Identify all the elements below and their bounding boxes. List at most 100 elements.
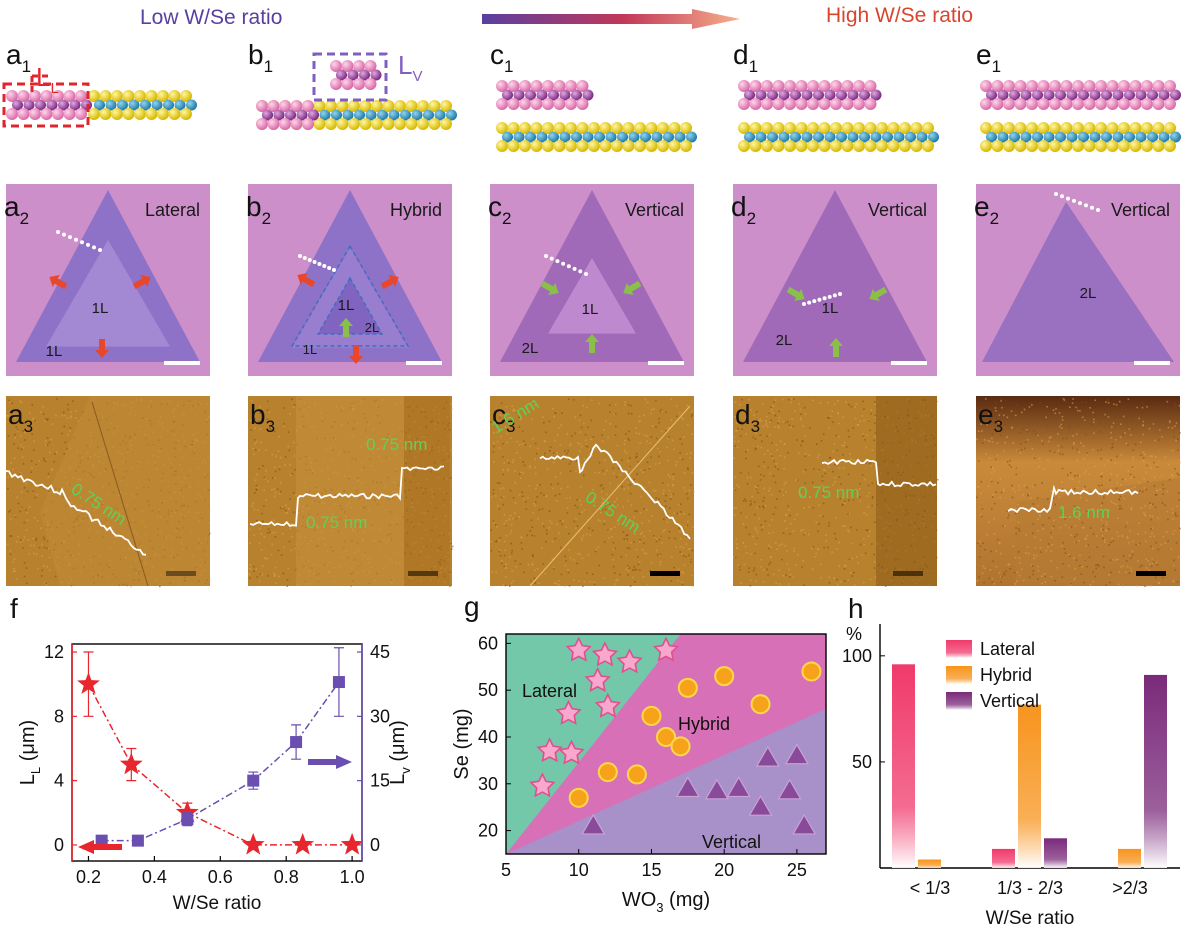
header: Low W/Se ratio High W/Se ratio (0, 0, 1188, 34)
optical-c2-type: Vertical (625, 200, 684, 220)
chart-g-xtick-3: 20 (714, 860, 734, 880)
chart-h-bar-Vertical-2 (1144, 674, 1167, 868)
chart-f-yltick-3: 12 (44, 642, 64, 662)
optical-a2-arrow-right (132, 274, 151, 290)
chart-f-arrow-right (308, 755, 352, 769)
chart-h-xtick-1: 1/3 - 2/3 (997, 878, 1063, 898)
afm-d3-profile (821, 458, 937, 488)
chart-g-xtick-2: 15 (641, 860, 661, 880)
chart-h-ytick-1: 100 (842, 646, 872, 666)
chart-g-point-hybrid-5 (670, 736, 691, 757)
chart-f-xtick-0: 0.2 (76, 867, 101, 887)
chart-g-point-lateral-7 (594, 692, 621, 718)
afm-b3-height-2: 0.75 nm (306, 513, 367, 532)
chart-f-point-L_v-5 (332, 676, 345, 689)
chart-g-xtick-0: 5 (501, 860, 511, 880)
afm-d3-flake (876, 396, 937, 586)
chart-g-point-lateral-4 (565, 636, 592, 662)
optical-c2-arrow-up (585, 334, 599, 353)
chart-g-ytick-0: 20 (478, 821, 498, 841)
schematic-d1-top (738, 80, 882, 110)
chart-g-xlabel: WO3 (mg) (622, 889, 710, 915)
chart-f-ylabel-right: Lv (μm) (387, 720, 413, 785)
optical-d2-type: Vertical (868, 200, 927, 220)
schematic-b1-box (312, 52, 388, 102)
chart-g-point-hybrid-4 (656, 726, 676, 747)
chart-h-bar-Vertical-1 (1044, 838, 1067, 868)
optical-c2-inner-triangle (548, 258, 636, 334)
chart-h-bar-Hybrid-2 (1118, 848, 1141, 868)
afm-b3-height-1: 0.75 nm (366, 435, 427, 454)
schematic-b1-wse2-edge (256, 100, 319, 130)
optical-e2-profile-line (1054, 192, 1100, 212)
schematic-a1-mose2 (88, 90, 197, 120)
optical-d2-profile-line (802, 292, 842, 306)
chart-g-point-hybrid-9 (801, 661, 822, 682)
panel-label-d3: d3 (735, 399, 760, 436)
chart-g-point-lateral-1 (536, 737, 563, 763)
chart-h-bar-Hybrid-1 (1018, 704, 1041, 868)
schematic-d1-base (738, 122, 939, 152)
chart-f-point-L_L-5 (340, 832, 364, 855)
chart-g-point-vertical-0 (581, 813, 606, 835)
ratio-gradient-arrow (482, 9, 740, 29)
panel-label-g: g (464, 594, 480, 622)
chart-h-legend-swatch-Lateral (946, 640, 972, 658)
chart-g-point-lateral-3 (558, 739, 585, 765)
optical-c2-scale-bar (648, 361, 684, 365)
chart-f-point-L_L-1 (119, 752, 143, 775)
optical-d2-triangle (743, 190, 927, 362)
optical-b2-label-2l: 2L (365, 320, 379, 335)
chart-g-xtick-1: 10 (569, 860, 589, 880)
afm-d3-height: 0.75 nm (798, 483, 859, 502)
chart-g-label-lateral: Lateral (522, 681, 577, 701)
chart-g-point-hybrid-0 (568, 787, 589, 808)
chart-g-point-vertical-1 (675, 776, 700, 798)
chart-h-bar-Lateral-1 (992, 848, 1015, 868)
chart-h-legend-swatch-Vertical (946, 692, 972, 710)
afm-c3-profile (539, 443, 691, 540)
panel-label-c1: c1 (490, 39, 513, 76)
panel-label-c3: c3 (492, 399, 515, 436)
afm-e3-scale-bar (1136, 571, 1166, 576)
chart-g-xtick-4: 25 (787, 860, 807, 880)
optical-e2-type: Vertical (1111, 200, 1170, 220)
chart-g-point-hybrid-1 (597, 762, 618, 783)
chart-g-point-lateral-0 (529, 772, 556, 798)
afm-a3-profile (5, 470, 147, 556)
chart-g-point-lateral-9 (652, 636, 680, 662)
chart-h-xlabel: W/Se ratio (986, 908, 1075, 929)
optical-d2-inner-triangle (827, 300, 843, 314)
schematic-e1-top (980, 80, 1181, 110)
chart-f-point-L_L-3 (241, 832, 265, 855)
panel-label-b2: b2 (246, 191, 271, 228)
chart-h-legend-label-Lateral: Lateral (980, 639, 1035, 659)
high-ratio-label: High W/Se ratio (826, 4, 974, 27)
chart-f-xlabel: W/Se ratio (173, 893, 262, 914)
schematic-row: a1 b1 c1 d1 e1 LL LV (2, 39, 1181, 152)
chart-g-ytick-4: 60 (478, 633, 498, 653)
optical-c2-profile-line (544, 254, 588, 276)
optical-b2-profile-line (298, 254, 336, 272)
optical-a2-arrow-left (49, 274, 68, 290)
chart-f-yrtick-2: 30 (370, 706, 390, 726)
chart-g-point-lateral-8 (616, 648, 643, 674)
panel-label-d2: d2 (731, 191, 756, 228)
afm-e3-profile (1007, 484, 1139, 514)
chart-f-line-L_L (87, 683, 353, 846)
optical-a2-arrow-bottom (95, 339, 109, 358)
optical-e2-label-2l: 2L (1080, 285, 1097, 302)
chart-f-point-L_L-4 (291, 832, 315, 855)
chart-h-bar-Hybrid-0 (918, 859, 941, 868)
panel-label-a3: a3 (8, 399, 33, 436)
chart-g-frame (505, 633, 827, 855)
schematic-a1-box (2, 82, 90, 128)
panel-label-a2: a2 (4, 191, 29, 228)
panel-label-f: f (10, 594, 18, 624)
optical-b2-label-outer: 1L (303, 342, 317, 357)
chart-f-yltick-1: 4 (54, 771, 64, 791)
panel-label-c2: c2 (488, 191, 511, 228)
schematic-a1-tag: LL (36, 62, 59, 97)
afm-a3-flake (40, 396, 210, 586)
chart-f-line-L_v (101, 681, 340, 842)
